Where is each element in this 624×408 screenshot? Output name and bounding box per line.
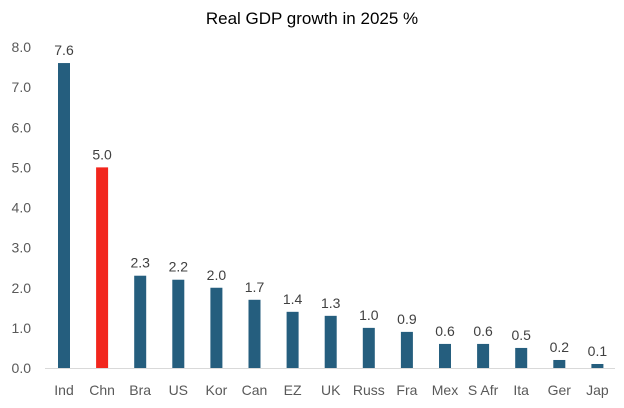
y-tick-label: 1.0	[12, 320, 32, 336]
x-tick-label: Chn	[89, 382, 115, 398]
data-label: 0.9	[397, 311, 417, 327]
data-label: 0.6	[435, 323, 455, 339]
y-tick-label: 4.0	[12, 200, 32, 216]
x-tick-label: US	[169, 382, 188, 398]
x-tick-label: Ita	[513, 382, 529, 398]
data-label: 0.5	[511, 327, 531, 343]
bar-ind	[58, 63, 70, 369]
bar-ita	[515, 347, 528, 368]
y-tick-label: 7.0	[12, 79, 32, 95]
bar-ger	[553, 359, 566, 368]
x-tick-label: Can	[242, 382, 268, 398]
bar-fra	[400, 331, 413, 368]
bars	[58, 63, 604, 369]
bar-us	[172, 279, 185, 368]
x-axis: Ind Chn Bra US Kor Can EZ UK Russ Fra Mex S Afr Ita G…	[54, 382, 609, 398]
data-label: 2.0	[207, 267, 227, 283]
x-tick-label: S Afr	[468, 382, 499, 398]
data-label: 2.3	[130, 255, 150, 271]
bar-mex	[439, 343, 451, 368]
bar-russ	[362, 327, 375, 368]
bar-ez	[286, 311, 299, 368]
bar-jap	[591, 363, 604, 368]
y-tick-label: 2.0	[12, 280, 32, 296]
x-tick-label: Ger	[548, 382, 572, 398]
bar-uk	[324, 315, 337, 368]
x-tick-label: Kor	[206, 382, 228, 398]
data-labels: 7.6 5.0 2.3 2.2 2.0 1.7 1.4 1.3 1.0 0.9 0.6 0.6 0.5 0…	[54, 42, 607, 359]
data-label: 0.6	[473, 323, 493, 339]
bar-chn	[96, 167, 109, 368]
x-tick-label: Russ	[353, 382, 385, 398]
y-tick-label: 6.0	[12, 119, 32, 135]
y-tick-label: 5.0	[12, 159, 32, 175]
data-label: 5.0	[92, 146, 112, 162]
chart-title: Real GDP growth in 2025 %	[206, 9, 418, 28]
y-axis: 0.0 1.0 2.0 3.0 4.0 5.0 6.0 7.0 8.0	[12, 39, 32, 376]
bar-kor	[210, 287, 223, 368]
data-label: 1.3	[321, 295, 341, 311]
bar-s-afr	[477, 343, 490, 368]
y-tick-label: 3.0	[12, 240, 32, 256]
x-tick-label: Jap	[586, 382, 609, 398]
x-tick-label: Ind	[54, 382, 73, 398]
data-label: 1.0	[359, 307, 379, 323]
data-label: 7.6	[54, 42, 74, 58]
data-label: 1.7	[245, 279, 265, 295]
bar-can	[248, 299, 261, 368]
bar-bra	[134, 275, 147, 368]
y-tick-label: 8.0	[12, 39, 32, 55]
data-label: 0.2	[550, 339, 570, 355]
x-tick-label: Bra	[129, 382, 151, 398]
x-tick-label: UK	[321, 382, 341, 398]
x-tick-label: Fra	[396, 382, 417, 398]
x-tick-label: EZ	[284, 382, 302, 398]
data-label: 2.2	[169, 259, 189, 275]
y-tick-label: 0.0	[12, 360, 32, 376]
x-tick-label: Mex	[432, 382, 458, 398]
data-label: 0.1	[588, 343, 608, 359]
data-label: 1.4	[283, 291, 303, 307]
